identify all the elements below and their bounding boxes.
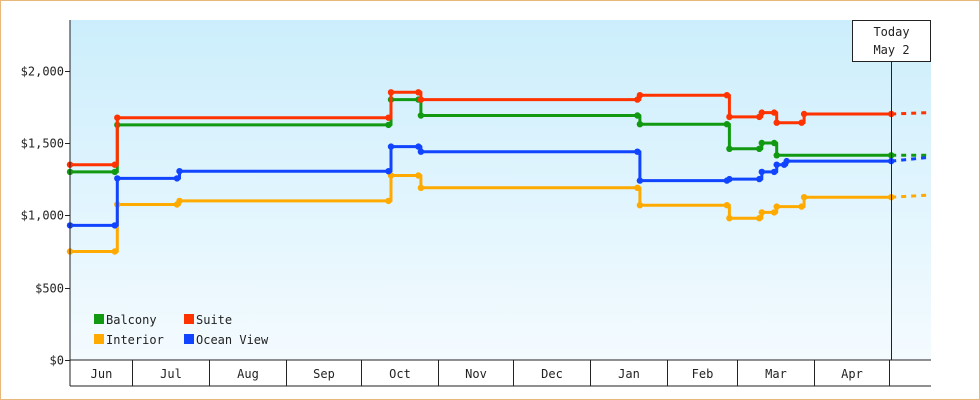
data-point [773, 203, 780, 210]
series-projection [891, 155, 930, 163]
data-point [726, 175, 733, 183]
data-point [176, 197, 183, 205]
data-point [173, 175, 181, 182]
month-label: Apr [841, 367, 863, 381]
legend-label: Suite [196, 313, 232, 327]
data-point [417, 96, 425, 103]
legend-label: Interior [106, 333, 164, 347]
data-point [385, 121, 392, 129]
month-label: Dec [541, 367, 563, 381]
today-marker: Today May 2 [852, 20, 931, 360]
legend-label: Ocean View [196, 333, 269, 347]
data-point [723, 202, 731, 209]
data-point [798, 119, 805, 126]
y-tick-label: $500 [35, 282, 64, 296]
data-point [385, 114, 392, 121]
today-label-line2: May 2 [873, 43, 909, 57]
data-point [417, 184, 425, 191]
data-point [634, 184, 641, 191]
data-point [771, 168, 778, 176]
series-layer [66, 89, 930, 255]
month-label: Jan [618, 367, 640, 381]
data-point [417, 148, 425, 155]
data-point [726, 113, 733, 121]
data-point [800, 194, 808, 201]
data-point [756, 215, 763, 222]
data-point [111, 248, 119, 255]
data-point [726, 145, 733, 152]
series-projection [891, 193, 930, 199]
month-label: Sep [313, 367, 335, 381]
data-point [634, 112, 641, 119]
series-projection [891, 111, 930, 116]
data-point [387, 89, 395, 96]
data-point [771, 209, 778, 216]
legend-swatch [94, 314, 104, 324]
data-point [636, 92, 644, 99]
axis-layer: $0 $500 $1,000 $1,500 $2,000 Jun Jul Aug Sep Oct N… [21, 20, 931, 387]
y-tick-label: $1,000 [21, 209, 64, 223]
today-label-line1: Today [873, 25, 909, 39]
month-label: Aug [237, 367, 259, 381]
y-tick-label: $2,000 [21, 65, 64, 79]
data-point [636, 121, 644, 128]
data-point [800, 110, 808, 118]
legend-label: Balcony [106, 313, 157, 327]
y-tick-label: $1,500 [21, 137, 64, 151]
data-point [636, 177, 644, 184]
legend-swatch [184, 314, 194, 324]
data-point [723, 92, 731, 99]
data-point [723, 121, 731, 128]
data-point [756, 175, 763, 183]
data-point [387, 143, 395, 150]
data-point [415, 89, 422, 96]
data-point [176, 168, 183, 175]
data-point [114, 175, 121, 182]
data-point [783, 157, 790, 165]
data-point [773, 161, 780, 168]
data-point [111, 168, 119, 176]
y-tick-label: $0 [50, 354, 64, 368]
data-point [771, 139, 778, 147]
data-point [385, 197, 392, 205]
data-point [385, 168, 392, 175]
data-point [773, 152, 780, 159]
data-point [634, 148, 641, 155]
data-point [114, 114, 121, 121]
data-point [756, 145, 763, 152]
month-label: Jun [91, 367, 113, 381]
legend: Balcony Suite Interior Ocean View [94, 313, 269, 347]
data-point [111, 222, 119, 229]
month-label: Feb [692, 367, 714, 381]
data-point [758, 209, 765, 216]
data-point [415, 143, 422, 150]
data-point [636, 202, 644, 209]
month-label: Oct [389, 367, 411, 381]
plot-background [70, 20, 931, 360]
data-point [111, 161, 119, 168]
month-label: Jul [160, 367, 182, 381]
data-point [415, 172, 422, 179]
data-point [758, 109, 765, 116]
data-point [773, 119, 780, 126]
data-point [771, 109, 778, 116]
month-label: Mar [765, 367, 787, 381]
legend-swatch [94, 334, 104, 344]
month-label: Nov [465, 367, 487, 381]
data-point [758, 139, 765, 147]
data-point [798, 203, 805, 210]
data-point [758, 168, 765, 176]
data-point [417, 112, 425, 119]
legend-swatch [184, 334, 194, 344]
data-point [726, 215, 733, 222]
today-label-box [852, 20, 931, 62]
